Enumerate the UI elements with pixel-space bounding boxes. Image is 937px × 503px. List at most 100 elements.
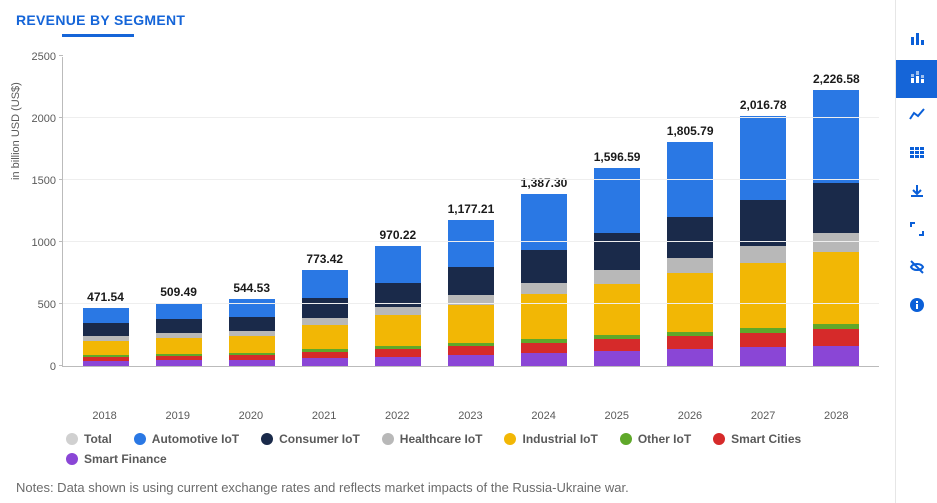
- segment-healthcare_iot: [521, 283, 567, 295]
- x-tick-label: 2028: [808, 410, 864, 422]
- segment-healthcare_iot: [813, 233, 859, 252]
- segment-automotive_iot: [740, 116, 786, 200]
- segment-smart_cities: [667, 336, 713, 349]
- bar-stack: [813, 90, 859, 366]
- legend-label: Smart Finance: [84, 452, 167, 466]
- bar-total-label: 544.53: [192, 281, 312, 295]
- legend-swatch: [504, 433, 516, 445]
- legend-item[interactable]: Total: [66, 432, 112, 446]
- segment-industrial_iot: [83, 341, 129, 355]
- segment-consumer_iot: [740, 200, 786, 246]
- x-tick-label: 2024: [516, 410, 572, 422]
- segment-smart_cities: [302, 352, 348, 359]
- bar-total-label: 2,226.58: [776, 72, 896, 86]
- line-chart-button[interactable]: [896, 98, 937, 136]
- gridline: [63, 117, 879, 118]
- bar-total-label: 1,805.79: [630, 124, 750, 138]
- legend-item[interactable]: Other IoT: [620, 432, 691, 446]
- stacked-bar-button[interactable]: [896, 60, 937, 98]
- legend-item[interactable]: Automotive IoT: [134, 432, 239, 446]
- segment-consumer_iot: [156, 319, 202, 333]
- main-panel: REVENUE BY SEGMENT in billion USD (US$) …: [0, 0, 895, 503]
- segment-smart_finance: [594, 351, 640, 366]
- gridline: [63, 179, 879, 180]
- legend-item[interactable]: Industrial IoT: [504, 432, 597, 446]
- legend-item[interactable]: Smart Cities: [713, 432, 801, 446]
- x-tick-label: 2023: [442, 410, 498, 422]
- bar-stack: [521, 194, 567, 366]
- segment-smart_finance: [740, 347, 786, 366]
- legend-item[interactable]: Healthcare IoT: [382, 432, 483, 446]
- segment-consumer_iot: [83, 323, 129, 336]
- table-button[interactable]: [896, 136, 937, 174]
- bar-column[interactable]: 471.54: [78, 308, 134, 366]
- segment-smart_finance: [521, 353, 567, 366]
- plot: 471.54509.49544.53773.42970.221,177.211,…: [62, 57, 879, 367]
- bar-stack: [229, 299, 275, 366]
- x-tick-label: 2026: [662, 410, 718, 422]
- bar-column[interactable]: 970.22: [370, 246, 426, 366]
- chart-title: REVENUE BY SEGMENT: [16, 12, 879, 28]
- bar-chart-button[interactable]: [896, 22, 937, 60]
- y-tick-mark: [59, 241, 63, 242]
- bars-row: 471.54509.49544.53773.42970.221,177.211,…: [63, 57, 879, 366]
- legend-label: Smart Cities: [731, 432, 801, 446]
- bar-column[interactable]: 2,226.58: [808, 90, 864, 366]
- legend-label: Other IoT: [638, 432, 691, 446]
- segment-automotive_iot: [83, 308, 129, 324]
- legend-swatch: [382, 433, 394, 445]
- download-button[interactable]: [896, 174, 937, 212]
- segment-automotive_iot: [156, 303, 202, 319]
- bar-column[interactable]: 509.49: [151, 303, 207, 366]
- segment-industrial_iot: [375, 315, 421, 346]
- segment-consumer_iot: [229, 317, 275, 332]
- legend-item[interactable]: Smart Finance: [66, 452, 167, 466]
- legend-swatch: [261, 433, 273, 445]
- segment-automotive_iot: [375, 246, 421, 283]
- bar-column[interactable]: 1,805.79: [662, 142, 718, 366]
- download-icon: [909, 183, 925, 204]
- legend-swatch: [134, 433, 146, 445]
- gridline: [63, 303, 879, 304]
- legend-item[interactable]: Consumer IoT: [261, 432, 360, 446]
- y-tick-label: 2500: [32, 51, 56, 63]
- segment-smart_finance: [302, 358, 348, 366]
- fullscreen-button[interactable]: [896, 212, 937, 250]
- hide-button[interactable]: [896, 250, 937, 288]
- segment-industrial_iot: [448, 305, 494, 343]
- segment-industrial_iot: [302, 325, 348, 349]
- segment-automotive_iot: [448, 220, 494, 267]
- tab-underline: [62, 34, 134, 37]
- bar-total-label: 773.42: [265, 252, 385, 266]
- legend-label: Industrial IoT: [522, 432, 597, 446]
- app-container: REVENUE BY SEGMENT in billion USD (US$) …: [0, 0, 937, 503]
- bar-column[interactable]: 773.42: [297, 270, 353, 366]
- segment-smart_finance: [375, 357, 421, 366]
- x-tick-label: 2025: [589, 410, 645, 422]
- segment-smart_cities: [448, 346, 494, 355]
- bar-column[interactable]: 1,596.59: [589, 168, 645, 366]
- segment-industrial_iot: [740, 263, 786, 328]
- legend-swatch: [713, 433, 725, 445]
- segment-consumer_iot: [521, 250, 567, 283]
- info-button[interactable]: [896, 288, 937, 326]
- fullscreen-icon: [909, 221, 925, 242]
- table-icon: [909, 145, 925, 166]
- segment-smart_finance: [667, 349, 713, 366]
- segment-consumer_iot: [813, 183, 859, 234]
- segment-automotive_iot: [594, 168, 640, 233]
- bar-stack: [83, 308, 129, 366]
- segment-smart_cities: [740, 333, 786, 348]
- y-tick-label: 1500: [32, 175, 56, 187]
- bar-stack: [594, 168, 640, 366]
- bar-stack: [156, 303, 202, 366]
- segment-smart_cities: [521, 343, 567, 353]
- gridline: [63, 241, 879, 242]
- segment-consumer_iot: [667, 217, 713, 259]
- y-tick-label: 1000: [32, 237, 56, 249]
- segment-healthcare_iot: [667, 258, 713, 273]
- notes-text: Notes: Data shown is using current excha…: [16, 480, 879, 503]
- bar-column[interactable]: 1,387.30: [516, 194, 572, 366]
- legend: Total Automotive IoT Consumer IoT Healthcar…: [66, 432, 879, 466]
- bar-column[interactable]: 544.53: [224, 299, 280, 366]
